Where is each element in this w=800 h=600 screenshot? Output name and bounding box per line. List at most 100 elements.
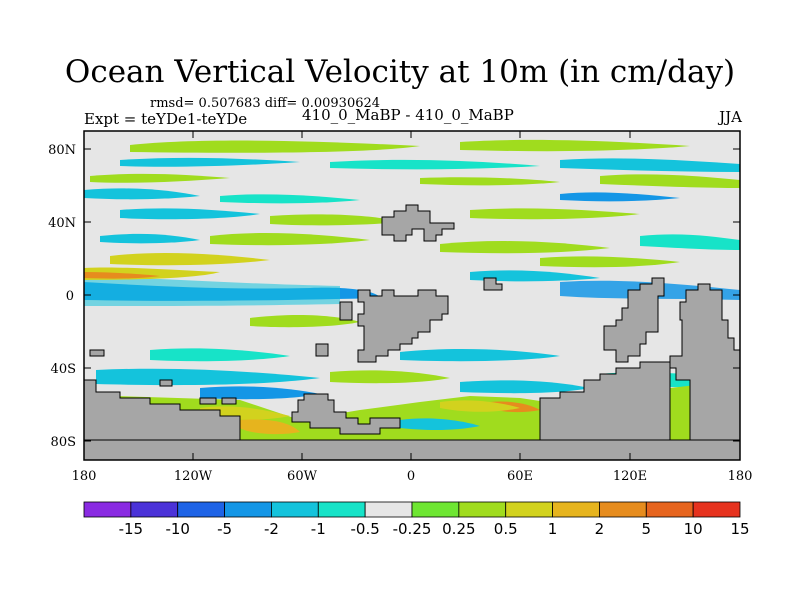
lat-label-40s: 40S <box>51 362 76 377</box>
south-band-4 <box>96 368 320 386</box>
colorbar-label-3: -2 <box>264 520 279 538</box>
lat-labels: 80N 40N 0 40S 80S <box>48 143 76 450</box>
colorbar-label-11: 5 <box>642 520 652 538</box>
africa-landmass <box>603 277 665 363</box>
colorbar-label-12: 10 <box>684 520 703 538</box>
north-band-7 <box>420 177 560 186</box>
colorbar-swatch-4 <box>271 501 319 518</box>
east-antarctic-landmass <box>539 361 671 441</box>
colorbar-label-8: 0.5 <box>494 520 518 538</box>
south-band-6 <box>200 386 320 400</box>
lon-label-120e: 120E <box>613 469 647 484</box>
small-island-4 <box>221 397 237 405</box>
south-band-7 <box>460 380 590 394</box>
small-island-3 <box>199 397 217 405</box>
antarctic-band-yellow-2 <box>440 400 520 412</box>
north-band-12 <box>120 208 260 220</box>
colorbar-label-9: 1 <box>548 520 558 538</box>
period-label: 410_0_MaBP - 410_0_MaBP <box>302 106 514 124</box>
colorbar-label-6: -0.25 <box>393 520 432 538</box>
lon-labels: 180 120W 60W 0 60E 120E 180 <box>72 469 753 484</box>
colorbar-swatch-11 <box>599 501 647 518</box>
land-masses <box>84 204 740 460</box>
colorbar-swatch-3 <box>224 501 272 518</box>
north-band-9 <box>220 194 360 204</box>
colorbar-swatch-7 <box>411 501 460 518</box>
antarctica-base <box>84 439 740 460</box>
north-band-4 <box>330 159 540 170</box>
colorbar-label-1: -10 <box>165 520 190 538</box>
north-band-2 <box>460 139 690 152</box>
north-band-19 <box>110 253 270 266</box>
colorbar-label-0: -15 <box>119 520 144 538</box>
small-island-6 <box>159 379 173 387</box>
colorbar-swatch-1 <box>130 501 179 518</box>
north-band-20 <box>540 256 680 268</box>
greenland-landmass <box>381 204 455 242</box>
south-band-1 <box>250 315 360 328</box>
lon-label-60w: 60W <box>287 469 318 484</box>
small-island-5 <box>89 349 105 357</box>
lon-label-180e: 180 <box>728 469 753 484</box>
south-band-2 <box>150 348 290 362</box>
lat-label-80s: 80S <box>51 435 76 450</box>
colorbar-label-13: 15 <box>730 520 749 538</box>
north-band-17 <box>440 241 610 254</box>
north-band-15 <box>210 233 370 246</box>
colorbar-swatch-13 <box>692 501 741 518</box>
lat-ticks <box>84 148 740 442</box>
colorbar-label-4: -1 <box>311 520 326 538</box>
lat-label-0: 0 <box>66 289 74 304</box>
north-band-13 <box>270 214 400 226</box>
lon-label-60e: 60E <box>507 469 533 484</box>
equatorial-band-cyan <box>84 276 340 306</box>
south-america-landmass <box>357 289 449 363</box>
north-band-8 <box>84 188 200 200</box>
colorbar-label-10: 2 <box>595 520 605 538</box>
colorbar-swatch-2 <box>177 501 225 518</box>
north-band-18 <box>640 234 740 250</box>
colorbar-swatch-5 <box>317 501 366 518</box>
colorbar-swatch-0 <box>83 501 132 518</box>
australia-landmass <box>669 283 740 441</box>
stats-label: rmsd= 0.507683 diff= 0.00930624 <box>150 96 381 111</box>
central-america-landmass <box>339 301 353 321</box>
north-band-3 <box>120 157 300 167</box>
velocity-field <box>84 139 740 440</box>
north-band-1 <box>130 140 420 153</box>
colorbar-label-7: 0.25 <box>442 520 475 538</box>
colorbar-label-5: -0.5 <box>351 520 380 538</box>
antarctic-band-cyan <box>400 418 480 430</box>
south-band-5 <box>330 370 450 384</box>
map-panel <box>84 131 740 460</box>
colorbar-labels: -15 -10 -5 -2 -1 -0.5 -0.25 0.25 0.5 1 2 5 10 15 <box>119 520 750 538</box>
north-band-11 <box>600 174 740 188</box>
lat-label-80n: 80N <box>48 143 76 158</box>
small-island-1 <box>315 343 329 357</box>
north-band-10 <box>560 192 680 202</box>
antarctica-west-landmass <box>84 379 241 441</box>
colorbar-swatch-8 <box>458 501 507 518</box>
colorbar <box>83 501 741 518</box>
lon-ticks <box>192 131 631 460</box>
east-equatorial-band <box>470 270 600 282</box>
lat-label-40n: 40N <box>48 216 76 231</box>
lon-label-180w: 180 <box>72 469 97 484</box>
north-band-14 <box>470 208 640 220</box>
north-band-16 <box>100 233 200 244</box>
season-label: JJA <box>719 108 742 126</box>
small-island-2 <box>483 277 503 291</box>
colorbar-swatch-9 <box>505 501 553 518</box>
lon-label-0: 0 <box>407 469 415 484</box>
equatorial-band-orange <box>84 272 160 279</box>
colorbar-swatch-6 <box>364 501 413 518</box>
colorbar-label-2: -5 <box>217 520 232 538</box>
antarctic-band-orange-1 <box>240 419 300 435</box>
colorbar-swatch-12 <box>645 501 694 518</box>
north-band-5 <box>560 158 740 172</box>
colorbar-swatch-10 <box>552 501 600 518</box>
experiment-label: Expt = teYDe1-teYDe <box>84 110 248 128</box>
south-band-3 <box>400 349 560 362</box>
lon-label-120w: 120W <box>174 469 213 484</box>
